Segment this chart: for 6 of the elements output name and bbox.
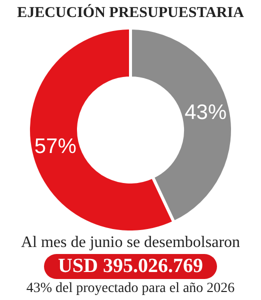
chart-title: EJECUCIÓN PRESUPUESTARIA xyxy=(16,3,245,22)
data-label: 57% xyxy=(34,134,76,158)
text: USD 395.026.769 xyxy=(44,254,217,279)
data-label: 43% xyxy=(184,101,227,124)
text: Al mes de junio se desembolsaron xyxy=(20,234,242,252)
text: 43% del proyectado para el año 2026 xyxy=(25,281,236,297)
